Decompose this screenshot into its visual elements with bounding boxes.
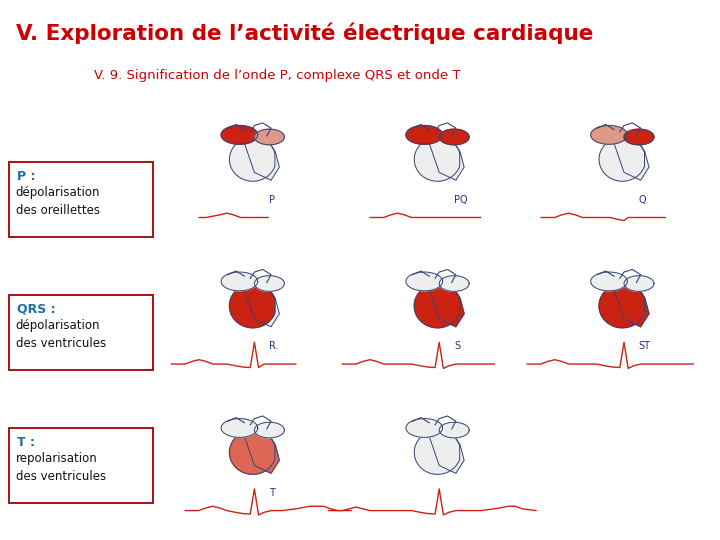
Text: V. 9. Signification de l’onde P, complexe QRS et onde T: V. 9. Signification de l’onde P, complex…: [94, 69, 460, 82]
Polygon shape: [590, 272, 627, 291]
Polygon shape: [599, 138, 644, 181]
Polygon shape: [406, 272, 443, 291]
Polygon shape: [439, 129, 469, 145]
Polygon shape: [221, 418, 258, 437]
Polygon shape: [254, 129, 284, 145]
Polygon shape: [414, 284, 459, 328]
Polygon shape: [599, 284, 644, 328]
Polygon shape: [230, 430, 275, 474]
Text: P :: P :: [17, 170, 36, 183]
Text: PQ: PQ: [454, 195, 467, 205]
Polygon shape: [427, 429, 464, 473]
Text: Q: Q: [639, 195, 647, 205]
Polygon shape: [230, 138, 275, 181]
Polygon shape: [254, 276, 284, 291]
Polygon shape: [611, 282, 649, 327]
Text: QRS :: QRS :: [17, 302, 56, 315]
Polygon shape: [414, 430, 459, 474]
Polygon shape: [624, 129, 654, 145]
Polygon shape: [230, 284, 275, 328]
Polygon shape: [406, 125, 443, 144]
Text: S: S: [454, 341, 460, 352]
Polygon shape: [221, 272, 258, 291]
FancyBboxPatch shape: [9, 163, 153, 237]
Polygon shape: [611, 136, 649, 180]
Text: R.: R.: [269, 341, 279, 352]
Polygon shape: [242, 282, 279, 327]
Polygon shape: [242, 429, 279, 473]
Polygon shape: [439, 422, 469, 438]
Text: dépolarisation
des ventricules: dépolarisation des ventricules: [16, 319, 106, 350]
Polygon shape: [590, 125, 627, 144]
Polygon shape: [406, 418, 443, 437]
Text: dépolarisation
des oreillettes: dépolarisation des oreillettes: [16, 186, 100, 217]
Polygon shape: [254, 422, 284, 438]
Polygon shape: [221, 125, 258, 144]
Polygon shape: [427, 282, 464, 327]
Polygon shape: [624, 276, 654, 291]
FancyBboxPatch shape: [9, 428, 153, 503]
FancyBboxPatch shape: [9, 295, 153, 370]
Text: P: P: [269, 195, 275, 205]
Text: ST: ST: [639, 341, 651, 352]
Bar: [155, 89, 720, 540]
Text: repolarisation
des ventricules: repolarisation des ventricules: [16, 452, 106, 483]
Text: V. Exploration de l’activité électrique cardiaque: V. Exploration de l’activité électrique …: [16, 22, 593, 44]
Polygon shape: [427, 136, 464, 180]
Polygon shape: [242, 136, 279, 180]
Polygon shape: [439, 276, 469, 291]
Polygon shape: [414, 138, 459, 181]
Text: T: T: [269, 488, 275, 498]
Text: T :: T :: [17, 436, 35, 449]
